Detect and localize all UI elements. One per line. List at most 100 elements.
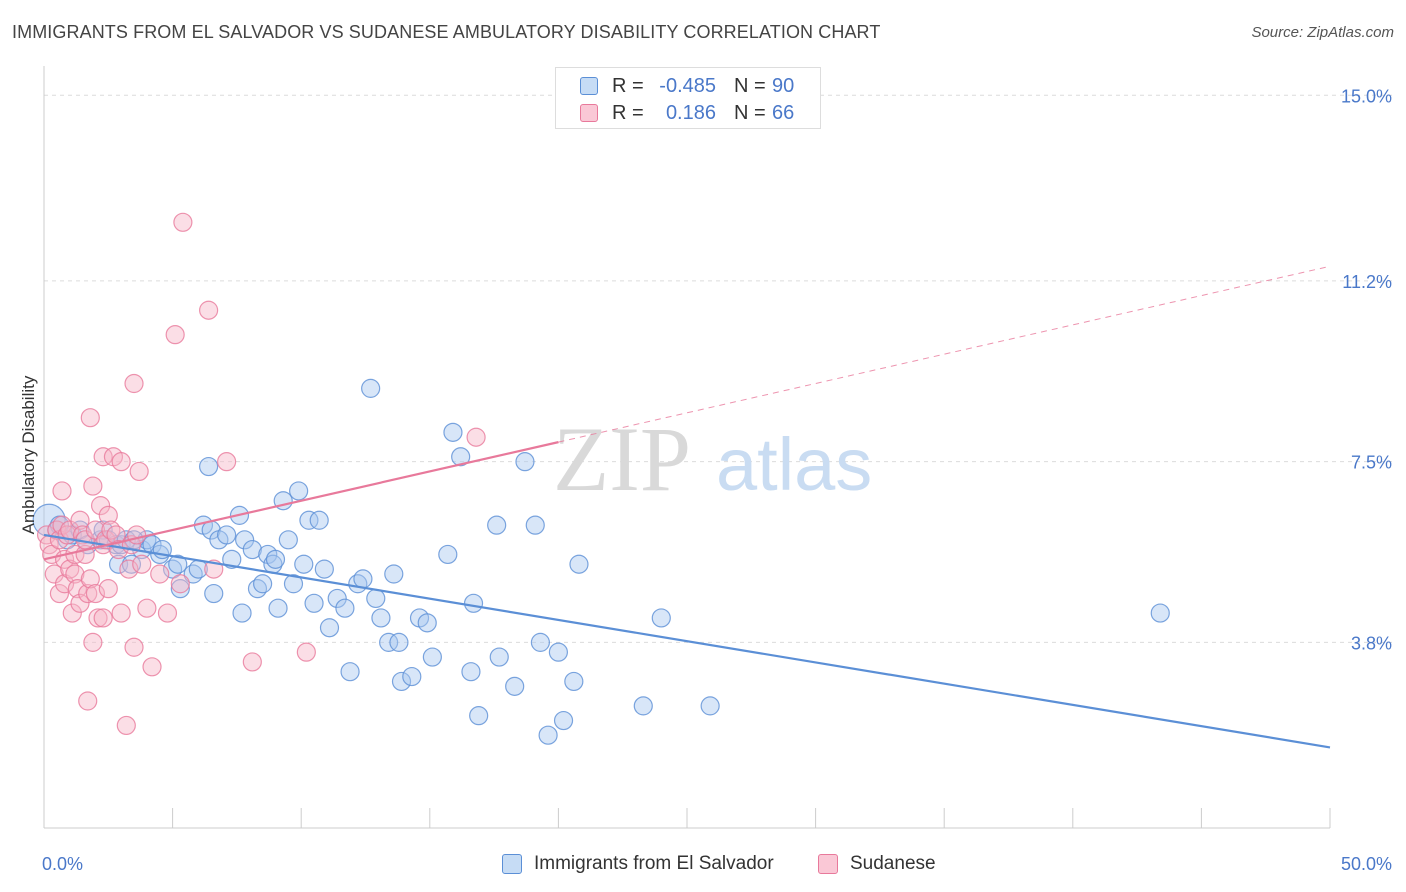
legend-r-label: R = <box>612 74 644 97</box>
point-el-salvador <box>463 593 484 613</box>
point-el-salvador <box>569 554 589 574</box>
axes <box>43 66 1331 829</box>
point-el-salvador <box>278 530 298 550</box>
point-sudanese <box>78 583 98 604</box>
legend-r-value: -0.485 <box>659 74 716 97</box>
point-el-salvador <box>451 447 471 467</box>
legend-swatch-el-salvador <box>580 77 598 95</box>
point-el-salvador <box>304 593 324 613</box>
point-el-salvador <box>489 647 509 667</box>
point-sudanese <box>52 481 72 501</box>
point-sudanese <box>49 583 70 604</box>
point-el-salvador <box>217 525 237 545</box>
bottom-legend-swatch-el-salvador <box>502 854 522 874</box>
point-sudanese <box>70 593 90 613</box>
legend-n-value: 90 <box>772 74 795 97</box>
point-el-salvador <box>168 554 188 574</box>
point-el-salvador <box>633 696 653 716</box>
point-sudanese <box>90 496 111 516</box>
point-el-salvador <box>402 666 422 687</box>
point-sudanese <box>466 427 486 447</box>
point-el-salvador <box>564 671 584 692</box>
y-tick-label: 3.8% <box>1351 633 1392 653</box>
point-sudanese <box>150 564 170 584</box>
legend-r-label: R = <box>612 101 644 124</box>
point-el-salvador <box>443 422 463 442</box>
point-el-salvador <box>505 676 525 696</box>
point-el-salvador <box>553 710 574 731</box>
trend-line-el-salvador <box>43 533 1331 749</box>
y-axis-label: Ambulatory Disability <box>19 375 38 535</box>
point-sudanese <box>296 642 316 662</box>
point-sudanese <box>124 373 144 394</box>
point-sudanese <box>137 598 157 618</box>
y-tick-label: 15.0% <box>1341 86 1392 106</box>
x-tick-label: 50.0% <box>1341 854 1392 874</box>
point-el-salvador <box>242 539 262 560</box>
point-el-salvador <box>289 481 309 501</box>
trend-lines <box>43 265 1331 749</box>
point-el-salvador <box>384 564 404 584</box>
legend-row-el-salvador: R = -0.485 N = 90 <box>580 74 794 98</box>
point-sudanese <box>54 574 75 594</box>
bottom-legend-swatch-sudanese <box>818 854 838 874</box>
point-el-salvador <box>204 583 224 604</box>
bottom-legend-el-salvador: Immigrants from El Salvador <box>502 852 774 876</box>
point-el-salvador <box>515 452 535 472</box>
point-el-salvador <box>361 378 381 398</box>
point-el-salvador <box>265 549 286 569</box>
y-tick-label: 11.2% <box>1342 272 1392 292</box>
tick-labels: 3.8% 7.5% 11.2% 15.0% 0.0% 50.0% <box>42 86 1392 874</box>
point-sudanese <box>98 505 118 525</box>
point-el-salvador <box>417 613 437 633</box>
correlation-legend: R = -0.485 N = 90 R = 0.186 N = 66 <box>555 67 821 129</box>
point-el-salvador <box>283 574 304 594</box>
point-sudanese <box>173 212 193 232</box>
point-el-salvador <box>422 647 442 667</box>
legend-r-value: 0.186 <box>665 101 716 124</box>
point-el-salvador <box>235 530 255 550</box>
point-sudanese <box>62 603 82 623</box>
point-sudanese <box>67 579 88 599</box>
point-sudanese <box>83 476 103 496</box>
point-sudanese <box>132 554 152 574</box>
point-el-salvador <box>1150 603 1170 623</box>
point-sudanese <box>170 574 190 594</box>
point-sudanese <box>83 632 103 652</box>
point-sudanese <box>142 657 162 677</box>
point-el-salvador <box>525 515 545 535</box>
point-el-salvador <box>438 544 458 565</box>
point-el-salvador <box>199 456 219 477</box>
point-sudanese <box>165 325 185 345</box>
point-el-salvador <box>548 642 569 662</box>
point-sudanese <box>217 452 237 472</box>
point-sudanese <box>111 452 131 472</box>
legend-n-label: N = <box>734 101 766 124</box>
point-el-salvador <box>366 588 386 609</box>
point-el-salvador <box>371 608 391 628</box>
point-el-salvador <box>314 559 334 579</box>
point-sudanese <box>242 652 262 672</box>
legend-swatch-sudanese <box>580 104 598 122</box>
legend-n-label: N = <box>734 74 766 97</box>
point-sudanese <box>98 579 118 599</box>
point-el-salvador <box>170 579 190 599</box>
point-el-salvador <box>294 554 314 574</box>
legend-n-value: 66 <box>772 101 795 124</box>
point-sudanese <box>93 608 113 628</box>
point-el-salvador <box>222 549 242 569</box>
legend-row-sudanese: R = 0.186 N = 66 <box>580 101 794 125</box>
point-el-salvador <box>253 574 273 594</box>
x-tick-label: 0.0% <box>42 854 83 874</box>
point-el-salvador <box>340 662 360 682</box>
watermark: ZIP atlas <box>553 408 872 510</box>
point-sudanese <box>129 461 149 482</box>
point-sudanese <box>124 637 144 657</box>
point-el-salvador <box>487 515 507 535</box>
point-el-salvador <box>700 696 720 716</box>
point-el-salvador <box>530 632 550 652</box>
point-sudanese <box>44 564 64 584</box>
point-sudanese <box>93 447 113 467</box>
bottom-legend-sudanese: Sudanese <box>818 852 936 876</box>
